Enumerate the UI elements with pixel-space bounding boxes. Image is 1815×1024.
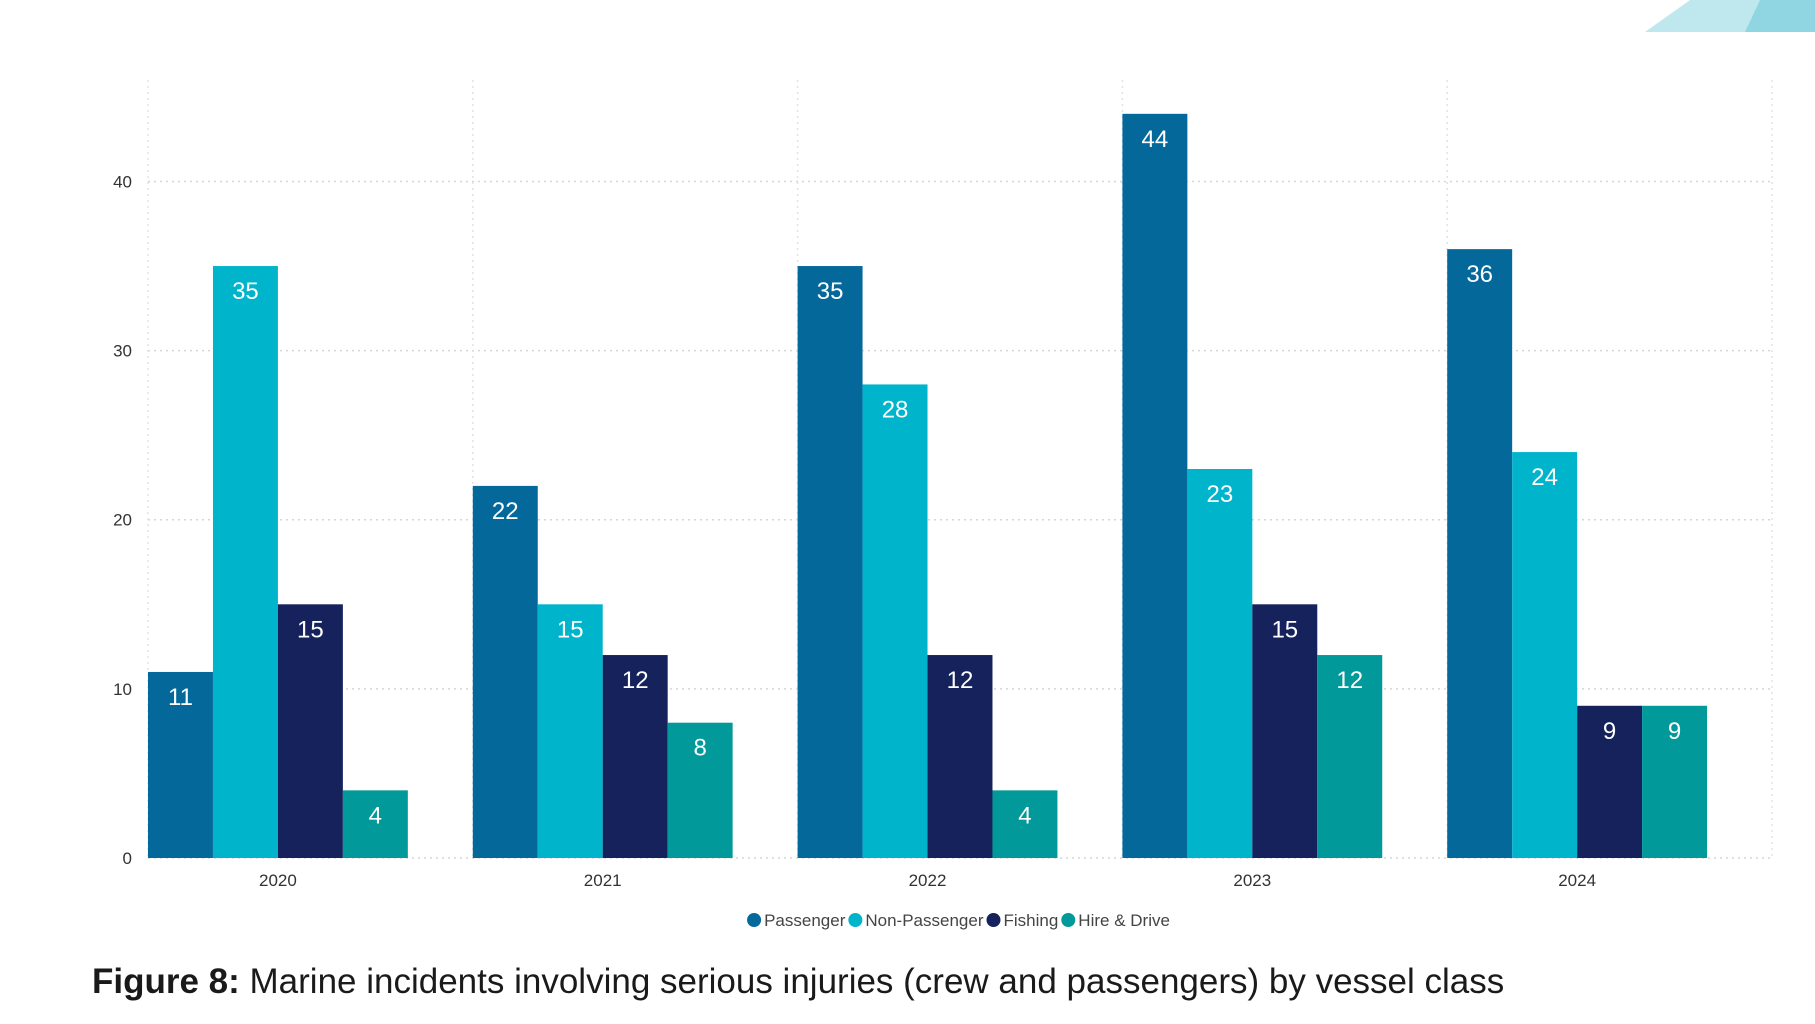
bar <box>1252 604 1318 858</box>
x-axis: 2020 2021 2022 2023 2024 <box>259 871 1596 890</box>
corner-accent-shape-inner <box>1745 0 1815 32</box>
bar-value-label: 22 <box>492 498 519 525</box>
y-tick-label: 10 <box>113 680 132 699</box>
bar <box>537 604 603 858</box>
bar <box>148 671 213 858</box>
figure-caption: Figure 8: Marine incidents involving ser… <box>92 962 1504 1002</box>
bar-value-label: 15 <box>557 616 584 643</box>
x-tick-label: 2020 <box>259 871 297 890</box>
bar <box>472 485 538 858</box>
bar <box>212 266 278 859</box>
bar-value-label: 15 <box>1271 616 1298 643</box>
bar <box>1317 655 1383 858</box>
bar-value-label: 12 <box>947 667 974 694</box>
legend-label: Non-Passenger <box>865 911 983 930</box>
legend: Passenger Non-Passenger Fishing Hire & Driv… <box>747 911 1170 930</box>
legend-label: Fishing <box>1003 911 1058 930</box>
x-tick-label: 2023 <box>1233 871 1271 890</box>
legend-item: Passenger <box>747 911 846 930</box>
y-axis: 0 10 20 30 40 <box>113 172 132 868</box>
bar <box>797 266 863 859</box>
legend-swatch <box>1061 913 1076 927</box>
bar <box>927 655 993 858</box>
legend-item: Hire & Drive <box>1061 911 1170 930</box>
bar-value-label: 36 <box>1466 261 1493 288</box>
bar-value-label: 4 <box>369 802 382 829</box>
bar-value-label: 9 <box>1668 718 1681 745</box>
x-tick-label: 2024 <box>1558 871 1596 890</box>
bar <box>1512 452 1578 858</box>
caption-lead: Figure 8: <box>92 962 240 1001</box>
bar-value-label: 44 <box>1142 126 1169 153</box>
bar-value-label: 12 <box>1336 667 1363 694</box>
legend-item: Fishing <box>986 911 1058 930</box>
bar-value-label: 35 <box>232 278 259 305</box>
bar <box>1187 469 1253 858</box>
bar-value-label: 9 <box>1603 718 1616 745</box>
bar-value-label: 23 <box>1206 481 1233 508</box>
bar <box>667 722 733 858</box>
legend-label: Passenger <box>764 911 846 930</box>
bar-value-label: 12 <box>622 667 649 694</box>
y-tick-label: 0 <box>123 849 132 868</box>
y-tick-label: 20 <box>113 511 132 530</box>
bar-value-label: 15 <box>297 616 324 643</box>
bar <box>992 790 1058 858</box>
legend-label: Hire & Drive <box>1078 911 1170 930</box>
bar-value-label: 35 <box>817 278 844 305</box>
bar-value-label: 11 <box>168 684 193 711</box>
bar <box>1122 113 1188 858</box>
bar <box>862 384 928 858</box>
bar-value-label: 4 <box>1018 802 1031 829</box>
y-tick-label: 40 <box>113 172 132 191</box>
bar-value-label: 24 <box>1531 464 1558 491</box>
bar <box>602 655 668 858</box>
bar <box>1447 249 1513 858</box>
legend-item: Non-Passenger <box>848 911 984 930</box>
legend-swatch <box>747 913 762 927</box>
x-tick-label: 2022 <box>909 871 947 890</box>
bar-value-label: 8 <box>693 735 706 762</box>
bar <box>277 604 343 858</box>
y-tick-label: 30 <box>113 342 132 361</box>
bar-value-label: 28 <box>882 396 909 423</box>
bar <box>1577 705 1643 858</box>
x-tick-label: 2021 <box>584 871 622 890</box>
caption-text: Marine incidents involving serious injur… <box>239 962 1505 1001</box>
legend-swatch <box>986 913 1001 927</box>
bar <box>1642 705 1708 858</box>
bar <box>342 790 408 858</box>
legend-swatch <box>848 913 863 927</box>
